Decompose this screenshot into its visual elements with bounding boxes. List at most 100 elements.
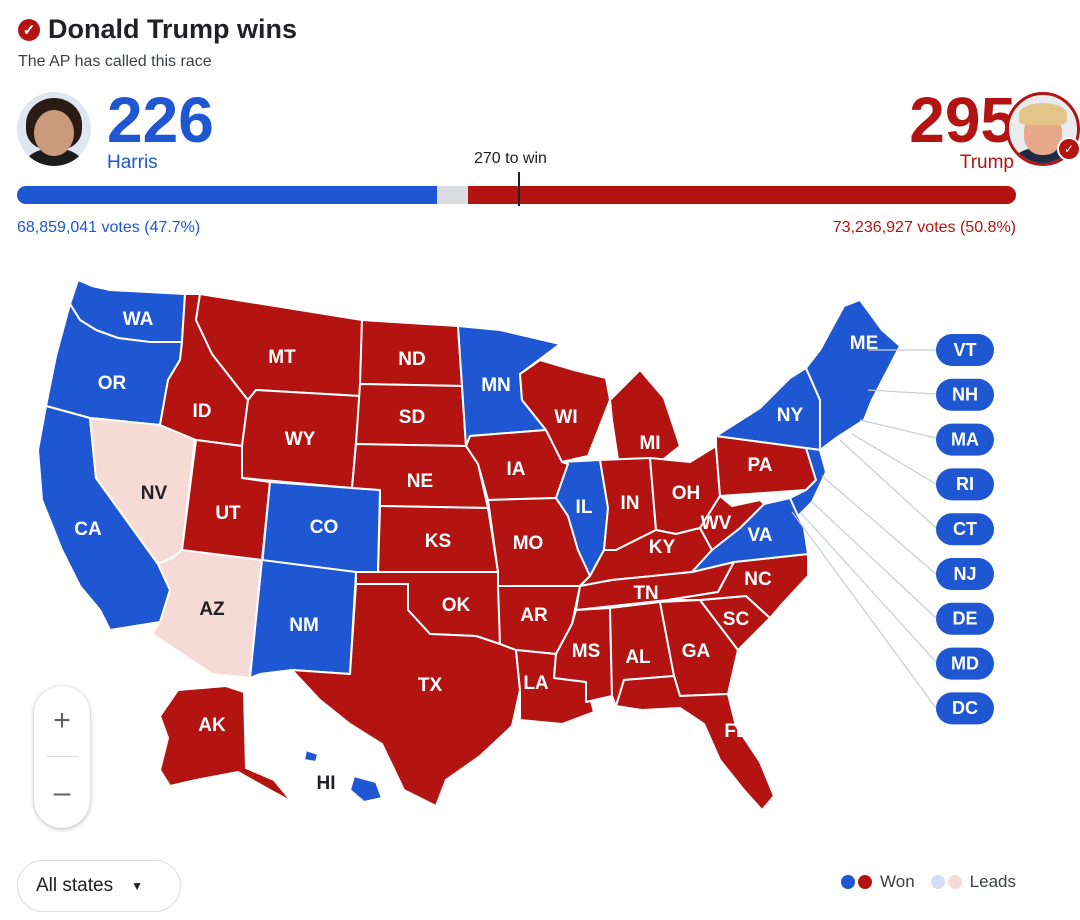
avatar-trump: ✓ [1006,92,1080,166]
small-state-pill-ri[interactable] [936,468,994,501]
small-state-label-de: DE [952,609,977,629]
small-state-label-vt: VT [953,340,976,360]
harris-name: Harris [107,152,158,173]
state-ak[interactable] [159,685,293,803]
small-state-label-ri: RI [956,474,974,494]
minus-icon[interactable]: – [53,776,71,809]
state-label-sd: SD [399,407,425,428]
state-mid-atlantic[interactable] [789,447,827,517]
small-state-leaders [791,349,937,709]
state-label-me: ME [850,333,879,354]
state-label-ia: IA [507,459,526,480]
small-state-label-nj: NJ [953,564,976,584]
state-label-wy: WY [285,429,316,450]
state-label-az: AZ [199,599,225,620]
small-state-pill-de[interactable] [936,602,994,635]
state-label-tn: TN [633,583,658,604]
small-state-pill-dc[interactable] [936,692,994,725]
state-label-ms: MS [572,641,601,662]
state-label-wi: WI [554,407,577,428]
harris-popular-vote: 68,859,041 votes (47.7%) [17,219,201,236]
trump-popular-vote: 73,236,927 votes (50.8%) [832,219,1016,236]
avatar-harris [17,92,91,166]
zoom-divider [46,756,78,757]
winner-check-icon: ✓ [1057,137,1080,161]
state-label-nc: NC [744,569,772,590]
electoral-bar [17,186,1016,204]
state-wi[interactable] [519,359,611,463]
state-label-ar: AR [520,605,548,626]
trump-electoral-votes: 295 [909,84,1016,156]
small-state-pill-ma[interactable] [936,423,994,456]
state-ms[interactable] [553,607,613,703]
harris-electoral-votes: 226 [107,84,214,156]
state-label-ga: GA [682,641,711,662]
state-tx[interactable] [291,583,521,807]
state-label-ne: NE [407,471,433,492]
state-fl[interactable] [615,675,775,811]
state-label-tx: TX [418,675,443,696]
state-label-ky: KY [649,537,676,558]
state-label-ny: NY [777,405,804,426]
state-label-pa: PA [748,455,773,476]
zoom-control: + – [34,686,90,828]
state-label-ca: CA [74,519,102,540]
small-state-pill-md[interactable] [936,647,994,680]
state-label-sc: SC [723,609,750,630]
state-label-nm: NM [289,615,319,636]
small-state-label-dc: DC [952,698,978,718]
small-state-label-ct: CT [953,519,977,539]
state-label-id: ID [193,401,212,422]
small-state-label-ma: MA [951,429,979,449]
legend-rep-won-dot [858,875,873,889]
result-header: ✓ Donald Trump wins The AP has called th… [18,14,297,71]
state-label-ak: AK [198,715,226,736]
small-state-pill-nj[interactable] [936,558,994,590]
state-label-wv: WV [701,513,732,534]
state-label-oh: OH [672,483,701,504]
trump-name: Trump [959,152,1014,173]
state-label-ok: OK [442,595,471,616]
check-icon: ✓ [18,18,40,41]
state-label-co: CO [310,517,339,538]
state-mi[interactable] [609,369,681,463]
subline: The AP has called this race [18,53,212,70]
legend-leads-label: Leads [969,872,1016,891]
state-label-nd: ND [398,349,425,370]
caret-down-icon: ▼ [131,879,143,893]
headline: Donald Trump wins [48,14,298,44]
threshold-marker [518,172,520,206]
state-label-al: AL [625,647,651,668]
small-state-pill-ct[interactable] [936,513,994,546]
small-state-label-md: MD [951,653,979,673]
state-label-mo: MO [513,533,544,554]
state-label-wa: WA [123,309,154,330]
state-hi-islands[interactable] [303,749,319,763]
state-filter-select[interactable]: All states ▼ [17,860,181,912]
state-label-mn: MN [481,375,511,396]
threshold-label: 270 to win [474,150,547,167]
small-state-pill-nh[interactable] [936,378,994,411]
legend-dem-leads-dot [930,875,945,889]
state-label-nv: NV [141,483,168,504]
state-filter-value: All states [36,875,114,896]
state-label-fl: FL [724,721,748,742]
state-label-in: IN [621,493,640,514]
candidate-harris: 226 Harris [17,84,214,174]
legend-dem-won-dot [841,875,856,889]
state-ny[interactable] [715,367,821,451]
state-new-england[interactable] [805,299,901,451]
state-label-mt: MT [268,347,296,368]
state-wv[interactable] [699,495,765,551]
state-hi[interactable] [349,775,383,803]
candidate-trump: 295 Trump ✓ [909,84,1080,174]
us-map[interactable]: WA OR CA NV AZ ID MT WY UT CO NM ND SD NE KS OK TX MN IA MO… [0,250,1080,850]
small-state-pill-vt[interactable] [936,334,994,366]
plus-icon[interactable]: + [53,704,71,737]
map-legend: Won Leads [841,872,1016,892]
state-label-ut: UT [215,503,241,524]
state-label-la: LA [523,673,549,694]
state-label-ks: KS [425,531,451,552]
state-label-hi: HI [317,773,336,794]
state-label-or: OR [98,373,127,394]
